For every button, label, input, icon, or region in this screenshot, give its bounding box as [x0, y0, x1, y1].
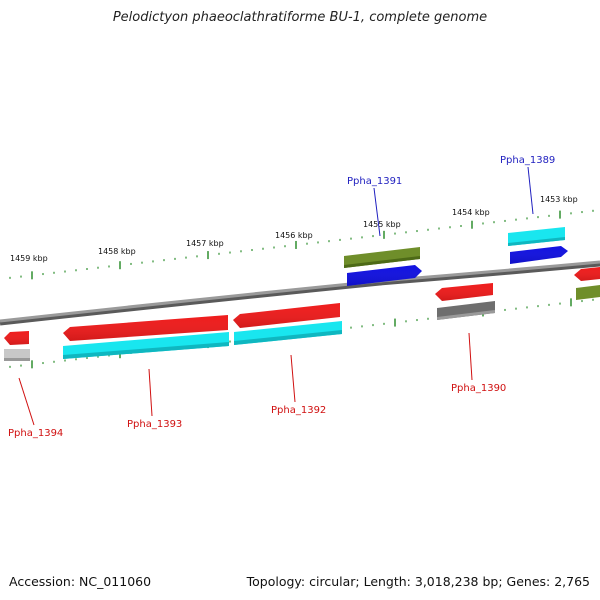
gene-label-ppha-1391[interactable]: Ppha_1391	[347, 176, 402, 187]
gene-ppha-1394[interactable]	[4, 331, 30, 361]
gene-ppha-1389[interactable]	[508, 227, 568, 264]
gene-ppha-1390[interactable]	[435, 283, 495, 320]
offscreen-right-red-arrow-shade	[574, 267, 600, 281]
scale-label-1459: 1459 kbp	[10, 254, 48, 263]
scale-label-1456: 1456 kbp	[275, 231, 313, 240]
leader-ppha-1393	[148, 368, 153, 417]
scale-label-1455: 1455 kbp	[363, 220, 401, 229]
map-title: Pelodictyon phaeoclathratiforme BU-1, co…	[112, 10, 488, 25]
scale-labels: 1459 kbp 1458 kbp 1457 kbp 1456 kbp 1455…	[10, 195, 578, 263]
accession-text: Accession: NC_011060	[9, 574, 152, 589]
gene-ppha-1390-red-arrow-shade	[435, 283, 493, 301]
gene-ppha-1391-olive-bar-edge	[344, 256, 420, 268]
genome-summary-text: Topology: circular; Length: 3,018,238 bp…	[246, 574, 590, 589]
leader-ppha-1392	[290, 354, 296, 403]
gene-ppha-1390-gray-bar-edge	[437, 310, 495, 320]
gene-ppha-1393[interactable]	[63, 315, 229, 359]
leader-lines	[18, 166, 534, 426]
gene-features	[4, 227, 600, 361]
leader-ppha-1391	[373, 187, 381, 237]
gene-labels: Ppha_1394 Ppha_1393 Ppha_1392 Ppha_1391 …	[8, 155, 555, 439]
backbone-shadow	[0, 261, 600, 326]
gene-ppha-1393-cyan-bar-edge	[63, 342, 229, 359]
scale-ticks-top	[9, 209, 594, 280]
gene-ppha-1394-red-arrow-shade	[4, 331, 29, 345]
offscreen-right-olive-bar	[576, 285, 600, 300]
gene-ppha-1392-red-arrow-shade	[233, 303, 340, 328]
leader-ppha-1394	[18, 377, 35, 426]
gene-ppha-1393-red-arrow-shade	[63, 315, 228, 341]
leader-ppha-1390	[468, 332, 473, 381]
gene-ppha-1394-gray-bar-edge	[4, 358, 30, 361]
scale-label-1457: 1457 kbp	[186, 239, 224, 248]
gene-ppha-1389-cyan-bar-edge	[508, 237, 565, 246]
gene-label-ppha-1389[interactable]: Ppha_1389	[500, 155, 555, 166]
gene-label-ppha-1394[interactable]: Ppha_1394	[8, 428, 63, 439]
leader-ppha-1389	[527, 166, 534, 215]
gene-ppha-1392-cyan-bar-edge	[234, 330, 342, 345]
gene-ppha-1392[interactable]	[233, 303, 342, 345]
scale-label-1453: 1453 kbp	[540, 195, 578, 204]
gene-offscreen-right-reverse[interactable]	[574, 267, 600, 300]
gene-ppha-1389-blue-arrow-shade	[510, 246, 568, 264]
gene-ppha-1391[interactable]	[344, 247, 422, 286]
gene-label-ppha-1390[interactable]: Ppha_1390	[451, 383, 506, 394]
scale-label-1458: 1458 kbp	[98, 247, 136, 256]
gene-ppha-1391-blue-arrow-shade	[347, 265, 422, 286]
gene-label-ppha-1393[interactable]: Ppha_1393	[127, 419, 182, 430]
gene-label-ppha-1392[interactable]: Ppha_1392	[271, 405, 326, 416]
scale-label-1454: 1454 kbp	[452, 208, 490, 217]
